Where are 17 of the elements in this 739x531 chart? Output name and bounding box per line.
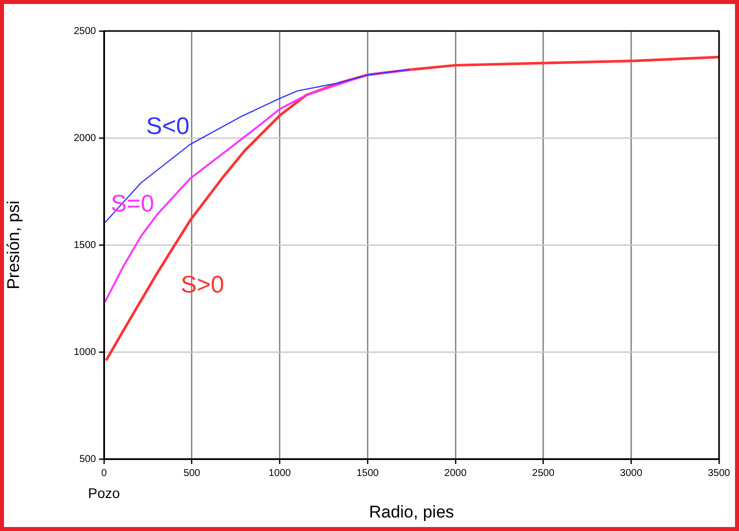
x-tick-label: 0 (101, 468, 108, 479)
x-tick-label: 2000 (444, 468, 467, 479)
y-tick-label: 2500 (74, 26, 96, 37)
y-axis-title: Presión, psi (4, 200, 23, 290)
y-tick-label: 500 (79, 454, 96, 465)
series-label: S<0 (146, 113, 190, 140)
x-tick-label: 2500 (532, 468, 555, 479)
x-tick-label: 500 (184, 468, 201, 479)
text: Pozo (88, 484, 120, 501)
x-tick-label: 3500 (708, 468, 731, 479)
x-axis-title: Radio, pies (368, 502, 454, 522)
y-tick-label: 1500 (74, 240, 96, 251)
x-tick-label: 3000 (620, 468, 643, 479)
y-tick-label: 2000 (74, 132, 96, 144)
x-tick-label: 1000 (268, 468, 292, 479)
y-tick-label: 1000 (74, 346, 96, 358)
x-tick-label: 1500 (356, 468, 380, 479)
